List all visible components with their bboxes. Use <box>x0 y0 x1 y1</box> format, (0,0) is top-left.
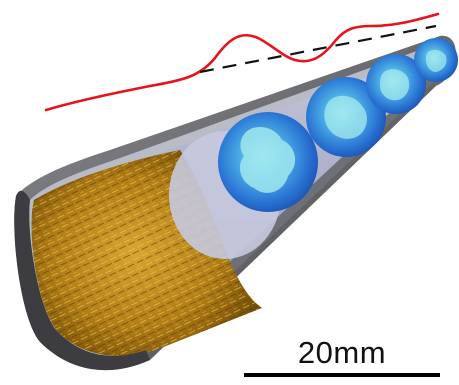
tube-front-rim <box>14 190 150 371</box>
cross-section-pattern <box>426 49 447 72</box>
axis-dashed-line <box>199 24 437 74</box>
cross-section-pattern <box>324 95 367 139</box>
scale-bar <box>244 373 440 377</box>
scale-bar-label: 20mm <box>297 335 387 370</box>
cross-section-pattern <box>380 69 410 101</box>
cross-section-pattern <box>239 126 296 193</box>
profile-curve <box>44 12 440 112</box>
cross-section-discs <box>218 38 458 212</box>
